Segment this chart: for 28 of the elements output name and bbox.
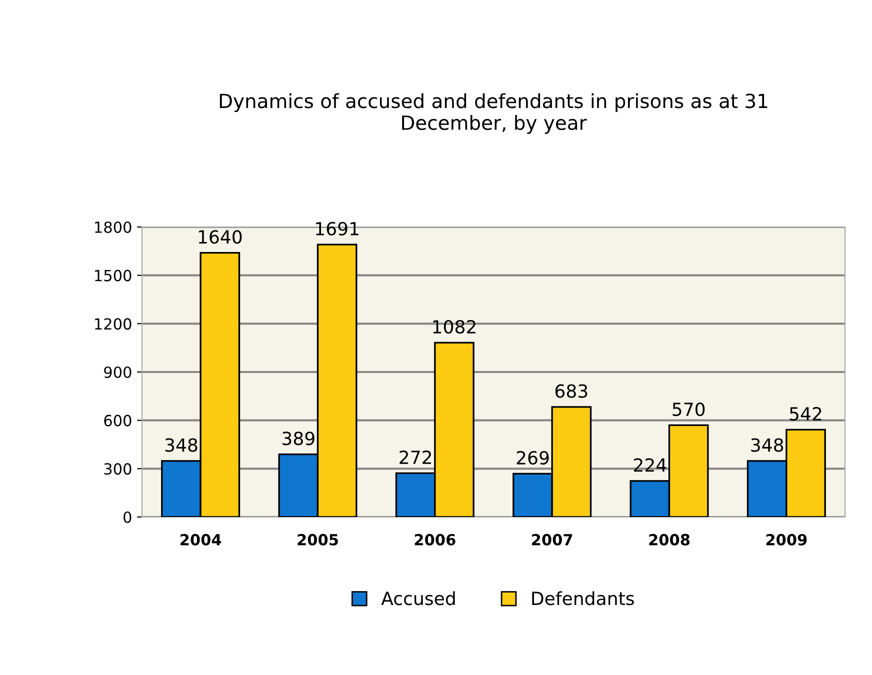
x-tick-label: 2005 bbox=[298, 534, 338, 546]
legend-label: Accused bbox=[381, 591, 455, 606]
data-label: 542 bbox=[790, 406, 822, 421]
data-label: 389 bbox=[282, 432, 314, 446]
data-label: 1691 bbox=[316, 222, 358, 236]
x-tick-label: 2007 bbox=[532, 534, 572, 546]
y-tick-label: 600 bbox=[104, 414, 132, 426]
x-tick-label: 2009 bbox=[766, 534, 807, 546]
y-tick-label: 0 bbox=[124, 511, 132, 524]
y-tick-label: 900 bbox=[104, 366, 132, 378]
chart-title: Dynamics of accused and defendants in prisons as at 31 December, by year bbox=[220, 93, 768, 134]
data-label: 348 bbox=[751, 438, 784, 452]
y-tick-label: 300 bbox=[104, 463, 132, 475]
x-tick-label: 2008 bbox=[649, 534, 690, 546]
data-label: 269 bbox=[516, 450, 549, 465]
data-label: 224 bbox=[634, 458, 666, 472]
y-tick-label: 1500 bbox=[95, 270, 132, 282]
data-label: 570 bbox=[672, 402, 705, 416]
data-label: 683 bbox=[555, 384, 588, 398]
y-tick-label: 1200 bbox=[95, 318, 132, 330]
y-tick-label: 1800 bbox=[95, 221, 132, 234]
legend-label: Defendants bbox=[532, 591, 634, 606]
x-tick-label: 2004 bbox=[180, 534, 222, 546]
data-label: 348 bbox=[165, 438, 198, 452]
data-label: 1640 bbox=[198, 230, 242, 244]
x-tick-label: 2006 bbox=[414, 534, 456, 546]
data-label: 272 bbox=[400, 450, 432, 464]
data-label: 1082 bbox=[433, 320, 476, 334]
